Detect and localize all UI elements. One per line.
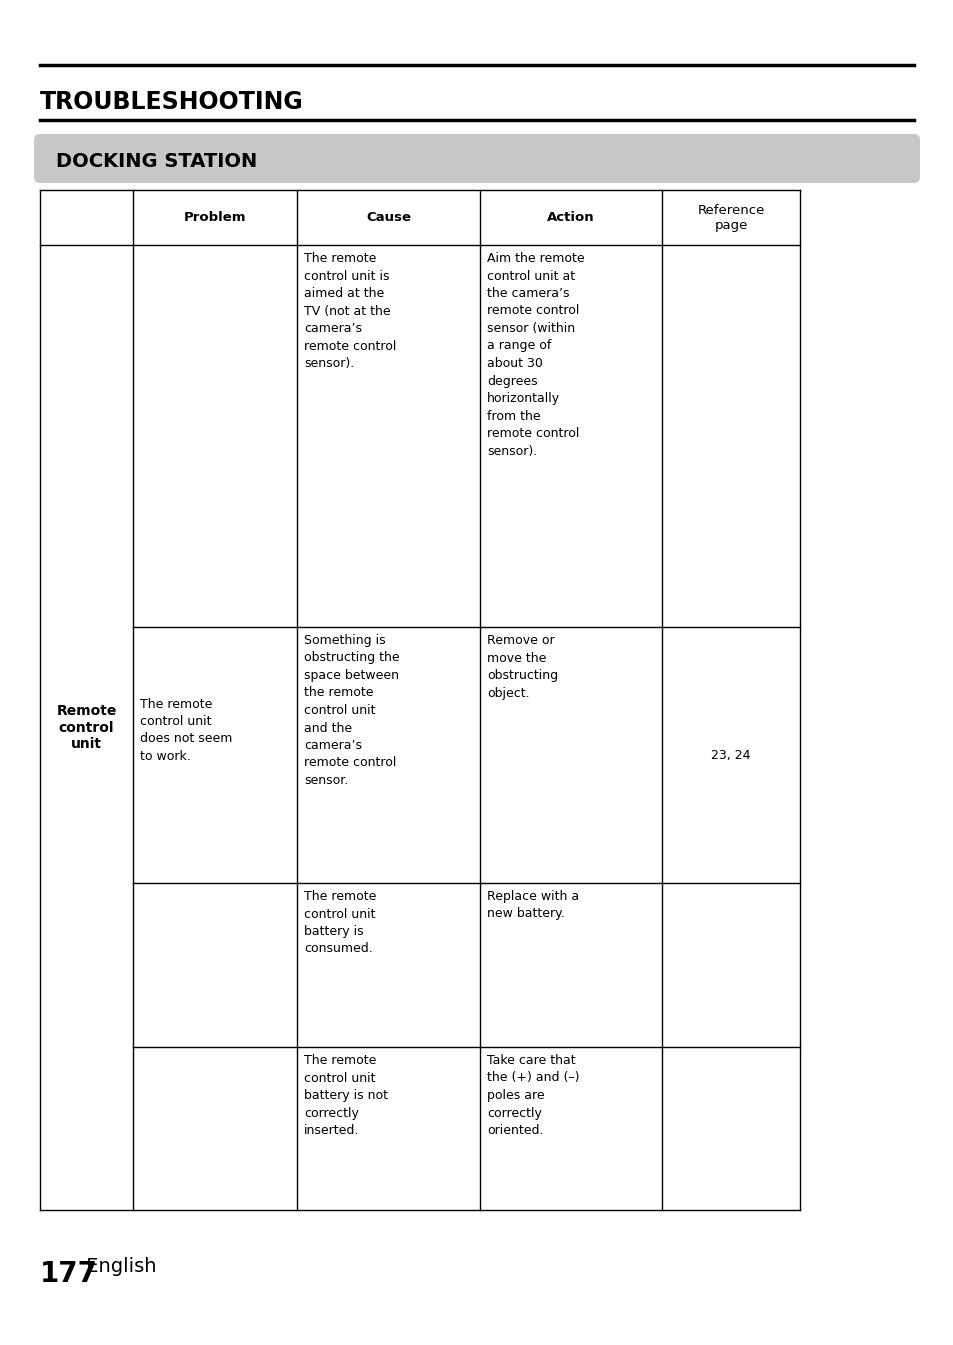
- Text: Problem: Problem: [184, 211, 246, 225]
- Text: Aim the remote
control unit at
the camera’s
remote control
sensor (within
a rang: Aim the remote control unit at the camer…: [486, 252, 584, 457]
- Text: Remote
control
unit: Remote control unit: [56, 705, 116, 751]
- Text: The remote
control unit
does not seem
to work.: The remote control unit does not seem to…: [140, 698, 233, 763]
- Text: Replace with a
new battery.: Replace with a new battery.: [486, 890, 578, 920]
- Text: Something is
obstructing the
space between
the remote
control unit
and the
camer: Something is obstructing the space betwe…: [304, 633, 399, 787]
- Text: English: English: [80, 1258, 156, 1276]
- Text: The remote
control unit is
aimed at the
TV (not at the
camera’s
remote control
s: The remote control unit is aimed at the …: [304, 252, 395, 370]
- Text: The remote
control unit
battery is
consumed.: The remote control unit battery is consu…: [304, 890, 376, 955]
- FancyBboxPatch shape: [34, 134, 919, 183]
- Text: 23, 24: 23, 24: [711, 749, 750, 761]
- Text: DOCKING STATION: DOCKING STATION: [56, 152, 257, 171]
- Text: The remote
control unit
battery is not
correctly
inserted.: The remote control unit battery is not c…: [304, 1054, 388, 1137]
- Text: 177: 177: [40, 1260, 98, 1289]
- Text: Action: Action: [547, 211, 594, 225]
- Text: TROUBLESHOOTING: TROUBLESHOOTING: [40, 90, 303, 114]
- Text: Remove or
move the
obstructing
object.: Remove or move the obstructing object.: [486, 633, 558, 699]
- Text: Cause: Cause: [366, 211, 411, 225]
- Text: Reference
page: Reference page: [697, 203, 764, 231]
- Text: Take care that
the (+) and (–)
poles are
correctly
oriented.: Take care that the (+) and (–) poles are…: [486, 1054, 578, 1137]
